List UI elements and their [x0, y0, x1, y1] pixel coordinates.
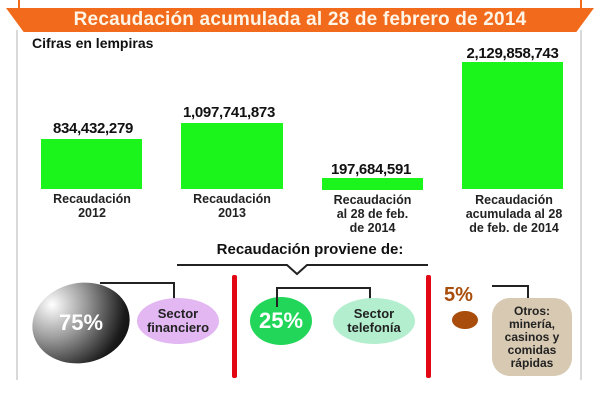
bracket-connector	[177, 264, 428, 276]
bar-label-line: 2012	[78, 206, 106, 220]
bar-label-acumulada: Recaudación acumulada al 28 de feb. de 2…	[450, 193, 578, 235]
financiero-percent: 75%	[58, 310, 104, 336]
frame-left-border	[16, 30, 18, 380]
telefonia-label-line: Sector	[353, 306, 395, 321]
bar-label-feb-2014: Recaudación al 28 de feb. de 2014	[305, 193, 440, 235]
bar-value-2013: 1,097,741,873	[182, 104, 276, 121]
telefonia-label-line: telefonía	[347, 320, 401, 335]
otros-label-line: casinos y	[504, 329, 560, 344]
bar-feb-2014	[322, 178, 423, 190]
financiero-label-line: financiero	[146, 320, 210, 335]
divider-red-2	[426, 275, 431, 378]
bar-acumulada	[462, 62, 563, 189]
telefonia-percent: 25%	[258, 308, 304, 333]
telefonia-percent-circle: 25%	[250, 297, 312, 345]
otros-percent: 5%	[444, 284, 473, 306]
bar-label-line: acumulada al 28	[465, 207, 563, 221]
bar-label-line: Recaudación	[193, 192, 271, 206]
bar-label-line: Recaudación	[475, 193, 553, 207]
bar-label-line: Recaudación	[333, 193, 412, 207]
frame-right-border	[580, 30, 582, 380]
telefonia-pill: Sector telefonía	[333, 298, 415, 344]
bar-label-line: de feb. de 2014	[469, 221, 559, 235]
otros-label-line: Otros:	[513, 303, 550, 318]
otros-percent-dot	[452, 311, 478, 329]
bar-value-2012: 834,432,279	[52, 120, 134, 137]
financiero-label-line: Sector	[157, 306, 199, 321]
bar-label-line: 2013	[218, 206, 246, 220]
telefonia-connector	[276, 287, 371, 307]
otros-label-line: rápidas	[510, 355, 554, 370]
bar-label-line: de 2014	[349, 221, 396, 235]
bar-2012	[41, 139, 142, 189]
otros-pill: Otros: minería, casinos y comidas rápida…	[492, 298, 572, 376]
bar-label-line: Recaudación	[53, 192, 131, 206]
bar-value-feb-2014: 197,684,591	[330, 161, 412, 178]
sources-title: Recaudación proviene de:	[216, 241, 404, 258]
bar-2013	[181, 123, 283, 189]
bar-label-line: al 28 de feb.	[336, 207, 409, 221]
chart-title: Recaudación acumulada al 28 de febrero d…	[6, 8, 594, 32]
bar-label-2012: Recaudación 2012	[28, 192, 156, 220]
chart-subtitle: Cifras en lempiras	[32, 35, 154, 51]
otros-label-line: minería,	[508, 316, 555, 331]
otros-label-line: comidas	[507, 342, 557, 357]
bar-value-acumulada: 2,129,858,743	[466, 45, 559, 62]
financiero-pill: Sector financiero	[137, 298, 219, 344]
bar-label-2013: Recaudación 2013	[168, 192, 296, 220]
banner-top-inset	[20, 0, 580, 8]
divider-red-1	[232, 275, 237, 378]
